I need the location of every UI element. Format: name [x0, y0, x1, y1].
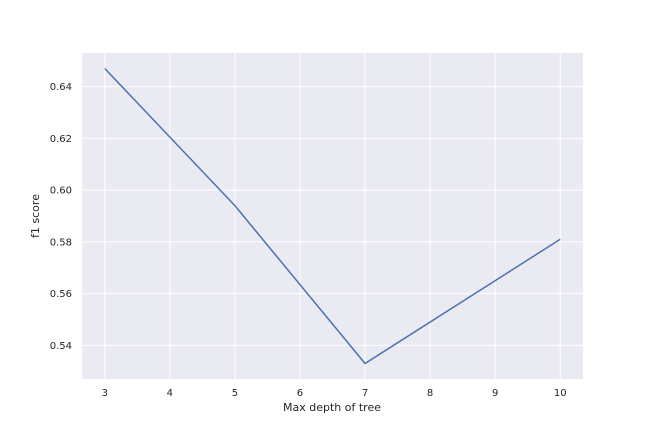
y-tick-label: 0.62	[50, 134, 72, 145]
y-axis-ticks: 0.54 0.56 0.58 0.60 0.62 0.64	[50, 82, 72, 352]
x-tick-label: 9	[492, 388, 498, 399]
y-tick-label: 0.58	[50, 237, 72, 248]
x-tick-label: 10	[554, 388, 567, 399]
x-axis-label: Max depth of tree	[283, 401, 381, 414]
y-axis-label: f1 score	[29, 194, 42, 238]
x-tick-label: 6	[297, 388, 303, 399]
x-tick-label: 4	[167, 388, 173, 399]
y-tick-label: 0.54	[50, 341, 72, 352]
y-tick-label: 0.64	[50, 82, 72, 93]
y-tick-label: 0.56	[50, 289, 72, 300]
x-tick-label: 8	[427, 388, 433, 399]
y-tick-label: 0.60	[50, 186, 72, 197]
x-axis-ticks: 3 4 5 6 7 8 9 10	[102, 388, 567, 399]
x-tick-label: 7	[362, 388, 368, 399]
x-tick-label: 5	[232, 388, 238, 399]
plot-background	[82, 53, 583, 379]
x-tick-label: 3	[102, 388, 108, 399]
